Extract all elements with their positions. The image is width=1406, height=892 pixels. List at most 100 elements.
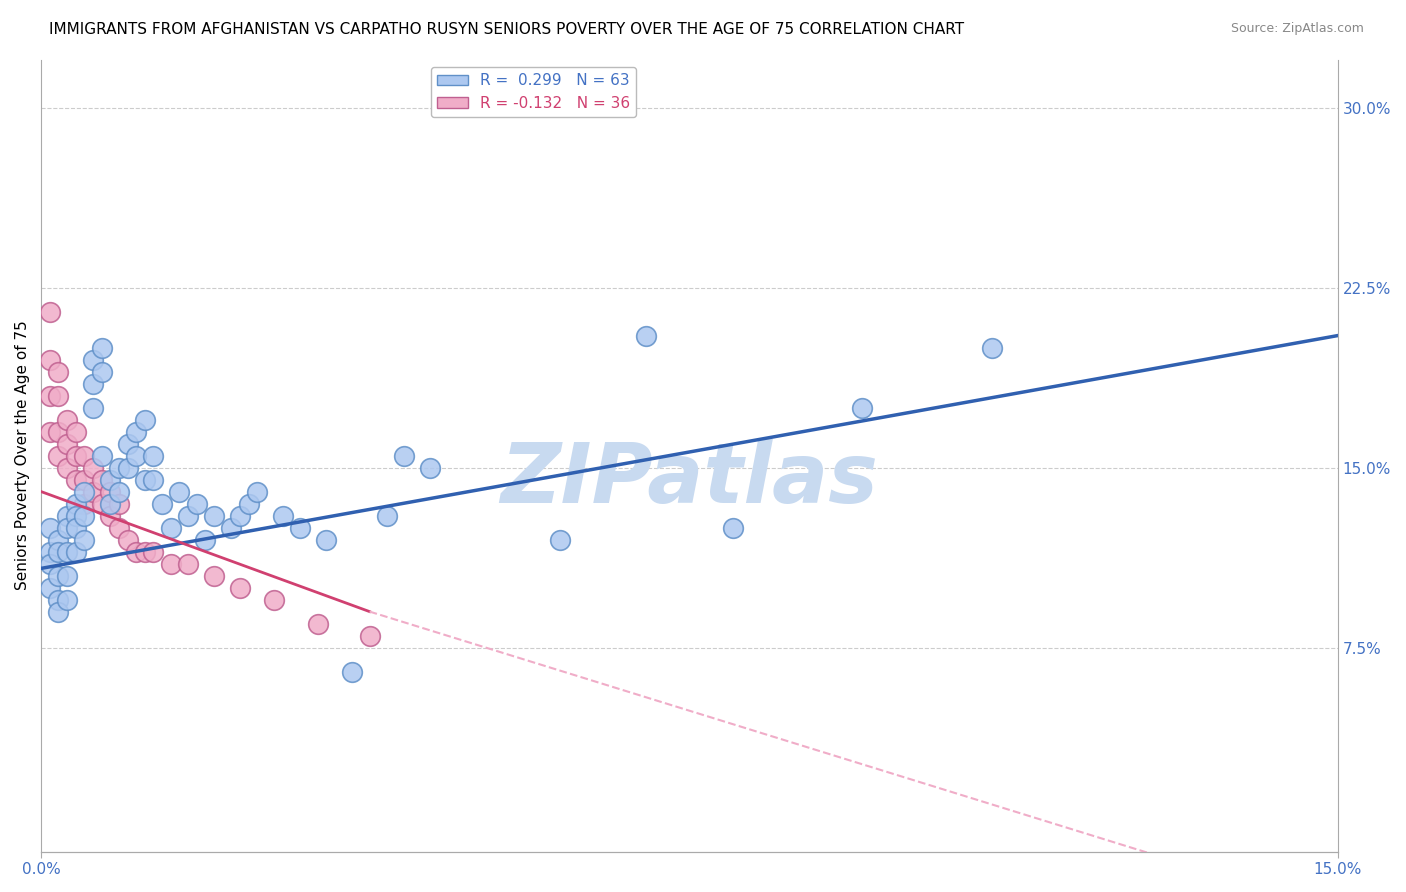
Point — [65, 425, 87, 439]
Text: Source: ZipAtlas.com: Source: ZipAtlas.com — [1230, 22, 1364, 36]
Point — [38, 581, 60, 595]
Point — [98, 497, 121, 511]
Point — [851, 401, 873, 415]
Point — [48, 605, 70, 619]
Point — [56, 508, 79, 523]
Point — [117, 460, 139, 475]
Point — [108, 484, 131, 499]
Point — [48, 592, 70, 607]
Point — [48, 533, 70, 547]
Point — [202, 508, 225, 523]
Point — [186, 497, 208, 511]
Point — [56, 520, 79, 534]
Point — [229, 508, 252, 523]
Point — [419, 460, 441, 475]
Point — [65, 544, 87, 558]
Point — [65, 449, 87, 463]
Point — [134, 412, 156, 426]
Point — [125, 425, 148, 439]
Point — [980, 341, 1002, 355]
Point — [73, 473, 96, 487]
Y-axis label: Seniors Poverty Over the Age of 75: Seniors Poverty Over the Age of 75 — [15, 321, 30, 591]
Point — [125, 449, 148, 463]
Point — [90, 341, 112, 355]
Point — [56, 412, 79, 426]
Point — [82, 401, 104, 415]
Point — [134, 473, 156, 487]
Point — [392, 449, 415, 463]
Point — [177, 557, 200, 571]
Point — [307, 616, 329, 631]
Point — [65, 497, 87, 511]
Point — [73, 508, 96, 523]
Point — [48, 568, 70, 582]
Point — [159, 557, 181, 571]
Point — [108, 520, 131, 534]
Point — [238, 497, 260, 511]
Point — [90, 497, 112, 511]
Point — [65, 473, 87, 487]
Point — [375, 508, 398, 523]
Point — [48, 449, 70, 463]
Point — [73, 484, 96, 499]
Point — [56, 568, 79, 582]
Point — [177, 508, 200, 523]
Point — [142, 544, 165, 558]
Point — [246, 484, 269, 499]
Point — [229, 581, 252, 595]
Point — [117, 436, 139, 450]
Point — [219, 520, 242, 534]
Point — [194, 533, 217, 547]
Point — [82, 376, 104, 391]
Point — [108, 460, 131, 475]
Point — [169, 484, 191, 499]
Point — [90, 365, 112, 379]
Point — [98, 473, 121, 487]
Point — [142, 473, 165, 487]
Point — [134, 544, 156, 558]
Point — [82, 460, 104, 475]
Point — [38, 352, 60, 367]
Point — [98, 484, 121, 499]
Point — [73, 449, 96, 463]
Point — [290, 520, 312, 534]
Point — [38, 304, 60, 318]
Point — [38, 557, 60, 571]
Point — [108, 497, 131, 511]
Point — [263, 592, 285, 607]
Point — [82, 484, 104, 499]
Point — [342, 665, 364, 679]
Point — [271, 508, 294, 523]
Point — [90, 449, 112, 463]
Point — [721, 520, 744, 534]
Point — [315, 533, 337, 547]
Point — [56, 544, 79, 558]
Legend: R =  0.299   N = 63, R = -0.132   N = 36: R = 0.299 N = 63, R = -0.132 N = 36 — [432, 67, 637, 117]
Point — [548, 533, 571, 547]
Point — [636, 328, 658, 343]
Point — [56, 592, 79, 607]
Point — [73, 497, 96, 511]
Point — [38, 520, 60, 534]
Point — [56, 460, 79, 475]
Point — [38, 544, 60, 558]
Point — [48, 365, 70, 379]
Point — [48, 425, 70, 439]
Point — [38, 388, 60, 402]
Point — [65, 508, 87, 523]
Text: ZIPatlas: ZIPatlas — [501, 439, 879, 520]
Text: IMMIGRANTS FROM AFGHANISTAN VS CARPATHO RUSYN SENIORS POVERTY OVER THE AGE OF 75: IMMIGRANTS FROM AFGHANISTAN VS CARPATHO … — [49, 22, 965, 37]
Point — [48, 388, 70, 402]
Point — [359, 629, 381, 643]
Point — [150, 497, 173, 511]
Point — [159, 520, 181, 534]
Point — [56, 436, 79, 450]
Point — [90, 473, 112, 487]
Point — [82, 352, 104, 367]
Point — [73, 533, 96, 547]
Point — [38, 425, 60, 439]
Point — [117, 533, 139, 547]
Point — [463, 77, 485, 91]
Point — [48, 544, 70, 558]
Point — [142, 449, 165, 463]
